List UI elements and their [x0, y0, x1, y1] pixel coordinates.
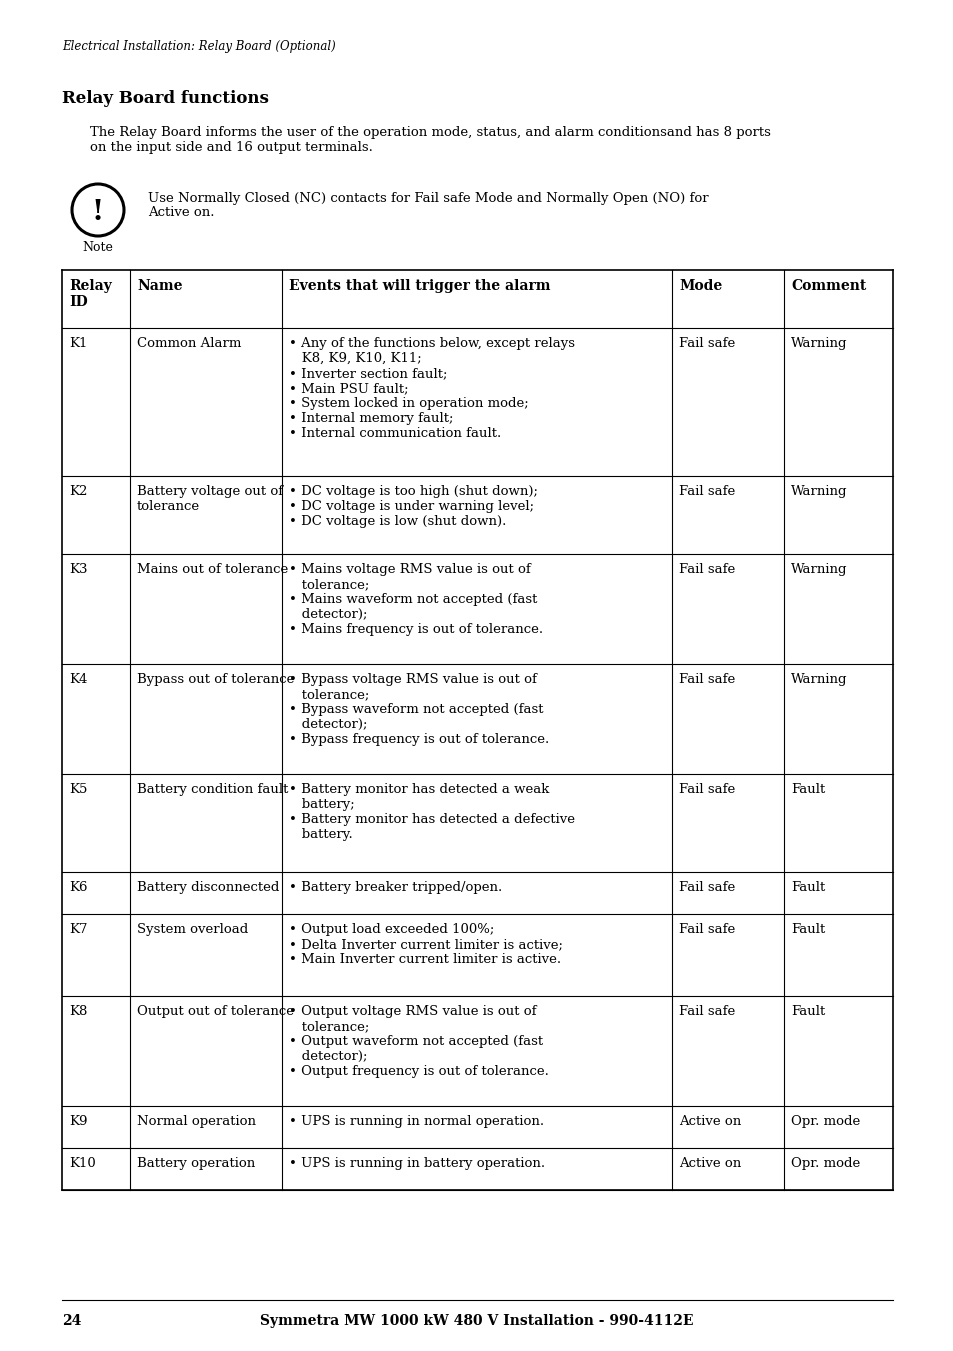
Text: Warning: Warning — [790, 336, 846, 350]
Text: Battery disconnected: Battery disconnected — [137, 881, 279, 894]
Text: Symmetra MW 1000 kW 480 V Installation - 990-4112E: Symmetra MW 1000 kW 480 V Installation -… — [260, 1315, 693, 1328]
Text: Mains out of tolerance: Mains out of tolerance — [137, 563, 288, 576]
Text: Opr. mode: Opr. mode — [790, 1115, 860, 1128]
Text: Normal operation: Normal operation — [137, 1115, 255, 1128]
Text: • Any of the functions below, except relays
   K8, K9, K10, K11;
• Inverter sect: • Any of the functions below, except rel… — [289, 336, 575, 440]
Text: K3: K3 — [69, 563, 88, 576]
Text: • Battery breaker tripped/open.: • Battery breaker tripped/open. — [289, 881, 501, 894]
Text: on the input side and 16 output terminals.: on the input side and 16 output terminal… — [90, 141, 373, 154]
Text: Note: Note — [83, 240, 113, 254]
Circle shape — [71, 184, 124, 236]
Text: • Mains voltage RMS value is out of
   tolerance;
• Mains waveform not accepted : • Mains voltage RMS value is out of tole… — [289, 563, 542, 636]
Text: • Output load exceeded 100%;
• Delta Inverter current limiter is active;
• Main : • Output load exceeded 100%; • Delta Inv… — [289, 923, 562, 966]
Text: Fault: Fault — [790, 1005, 824, 1019]
Text: K9: K9 — [69, 1115, 88, 1128]
Text: Active on: Active on — [679, 1156, 740, 1170]
Text: Active on.: Active on. — [148, 207, 214, 219]
Text: • DC voltage is too high (shut down);
• DC voltage is under warning level;
• DC : • DC voltage is too high (shut down); • … — [289, 485, 537, 528]
Text: Common Alarm: Common Alarm — [137, 336, 241, 350]
Text: Fail safe: Fail safe — [679, 923, 735, 936]
Text: • Battery monitor has detected a weak
   battery;
• Battery monitor has detected: • Battery monitor has detected a weak ba… — [289, 784, 575, 842]
Text: Fail safe: Fail safe — [679, 485, 735, 499]
Text: Name: Name — [137, 280, 182, 293]
Text: Output out of tolerance: Output out of tolerance — [137, 1005, 294, 1019]
Text: Fault: Fault — [790, 784, 824, 796]
Text: Battery condition fault: Battery condition fault — [137, 784, 288, 796]
Text: Fail safe: Fail safe — [679, 784, 735, 796]
Text: • Output voltage RMS value is out of
   tolerance;
• Output waveform not accepte: • Output voltage RMS value is out of tol… — [289, 1005, 548, 1078]
Text: Battery operation: Battery operation — [137, 1156, 255, 1170]
Text: Battery voltage out of
tolerance: Battery voltage out of tolerance — [137, 485, 283, 513]
Text: K1: K1 — [69, 336, 88, 350]
Text: Fail safe: Fail safe — [679, 336, 735, 350]
Text: K6: K6 — [69, 881, 88, 894]
Text: Events that will trigger the alarm: Events that will trigger the alarm — [289, 280, 550, 293]
Text: !: ! — [91, 199, 104, 226]
Text: The Relay Board informs the user of the operation mode, status, and alarm condit: The Relay Board informs the user of the … — [90, 126, 770, 139]
Text: Use Normally Closed (NC) contacts for Fail safe Mode and Normally Open (NO) for: Use Normally Closed (NC) contacts for Fa… — [148, 192, 708, 205]
Text: • UPS is running in battery operation.: • UPS is running in battery operation. — [289, 1156, 544, 1170]
Text: Fault: Fault — [790, 881, 824, 894]
Text: Electrical Installation: Relay Board (Optional): Electrical Installation: Relay Board (Op… — [62, 41, 335, 53]
Text: System overload: System overload — [137, 923, 248, 936]
Text: Comment: Comment — [790, 280, 865, 293]
Text: K5: K5 — [69, 784, 88, 796]
Text: Warning: Warning — [790, 673, 846, 686]
Text: Fail safe: Fail safe — [679, 563, 735, 576]
Text: K8: K8 — [69, 1005, 88, 1019]
Text: K7: K7 — [69, 923, 88, 936]
Text: Fail safe: Fail safe — [679, 1005, 735, 1019]
Text: Fail safe: Fail safe — [679, 881, 735, 894]
Text: K4: K4 — [69, 673, 88, 686]
Text: Mode: Mode — [679, 280, 721, 293]
Text: K10: K10 — [69, 1156, 95, 1170]
Text: Relay
ID: Relay ID — [69, 280, 112, 309]
Text: Bypass out of tolerance: Bypass out of tolerance — [137, 673, 294, 686]
Text: Opr. mode: Opr. mode — [790, 1156, 860, 1170]
Text: Relay Board functions: Relay Board functions — [62, 91, 269, 107]
Text: Fail safe: Fail safe — [679, 673, 735, 686]
Text: K2: K2 — [69, 485, 88, 499]
Text: Warning: Warning — [790, 485, 846, 499]
Text: Fault: Fault — [790, 923, 824, 936]
Text: • UPS is running in normal operation.: • UPS is running in normal operation. — [289, 1115, 543, 1128]
Text: 24: 24 — [62, 1315, 81, 1328]
Text: Active on: Active on — [679, 1115, 740, 1128]
Text: Warning: Warning — [790, 563, 846, 576]
Text: • Bypass voltage RMS value is out of
   tolerance;
• Bypass waveform not accepte: • Bypass voltage RMS value is out of tol… — [289, 673, 549, 746]
